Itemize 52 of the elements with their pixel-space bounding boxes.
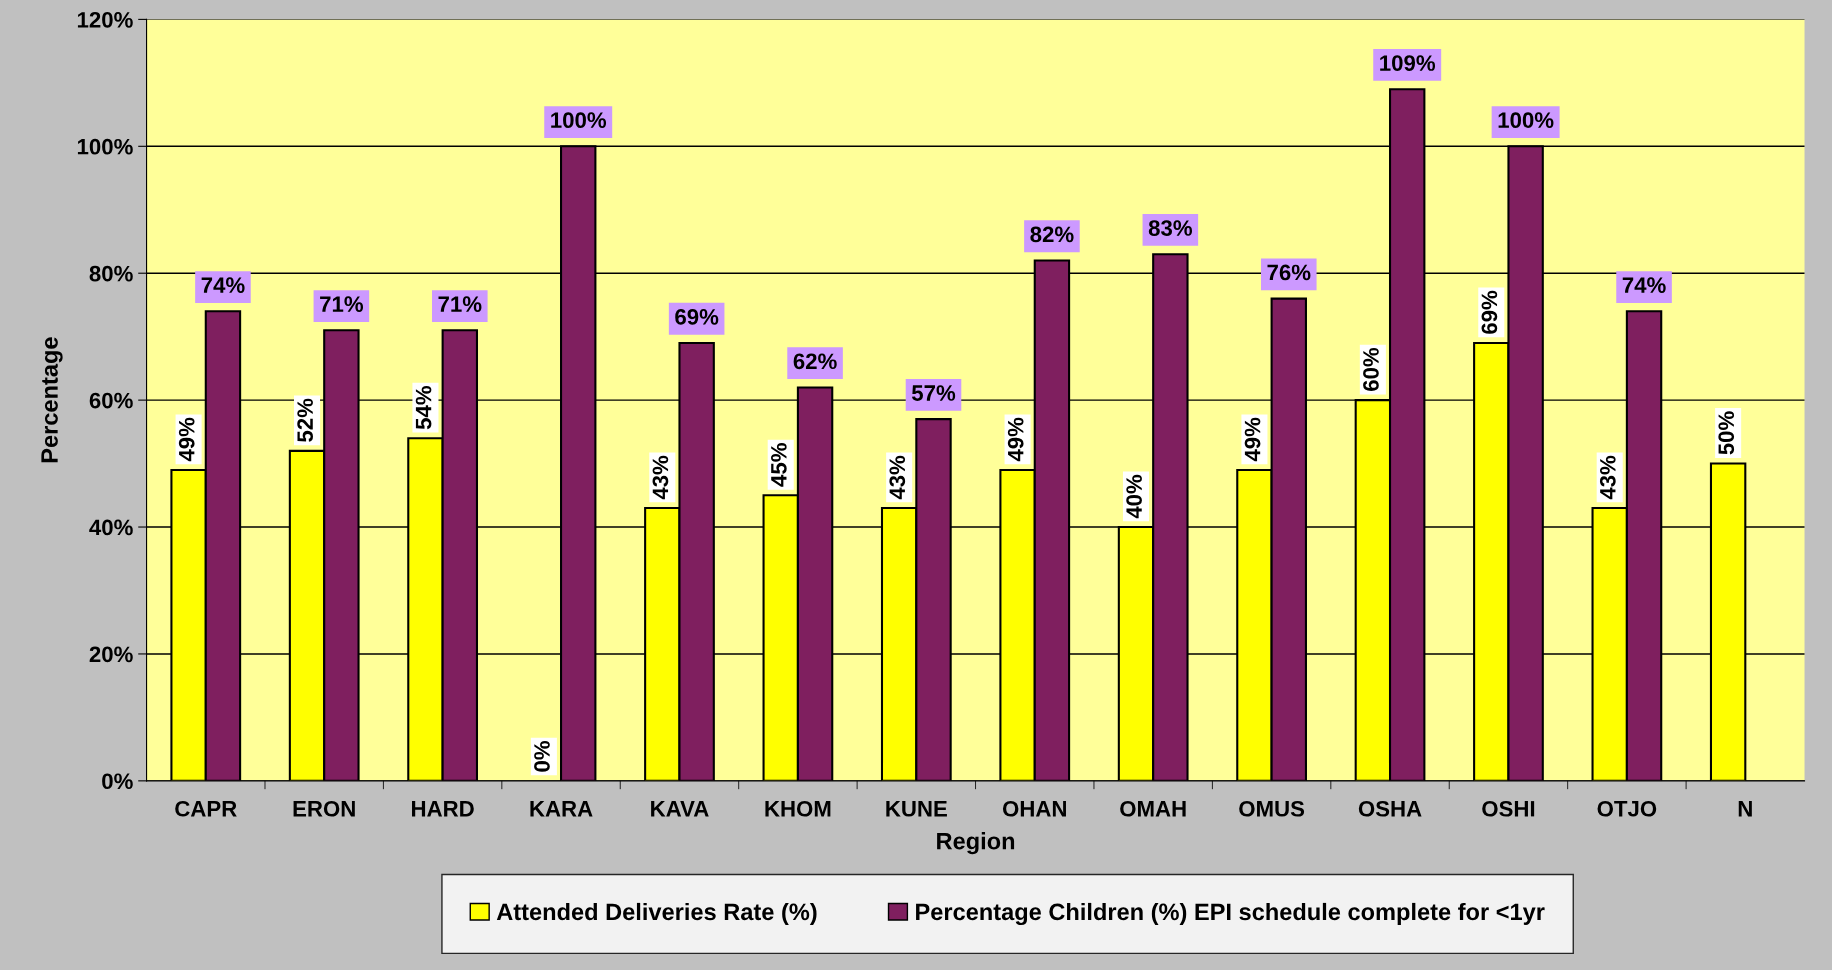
data-label: 62% — [793, 353, 837, 370]
x-tick-label: N — [1738, 801, 1752, 817]
x-tick-label: OHAN — [1002, 800, 1066, 817]
data-label: 57% — [911, 385, 956, 401]
data-label: 54% — [415, 385, 432, 430]
data-label: 43% — [1599, 455, 1616, 500]
y-tick-label: 40% — [89, 519, 133, 536]
x-tick-label: CAPR — [175, 800, 237, 817]
data-label: 69% — [1481, 290, 1498, 334]
legend-label: Percentage Children (%) EPI schedule complete for <1yr — [916, 902, 1545, 926]
y-tick-label: 20% — [89, 646, 133, 663]
data-label: 50% — [1718, 411, 1735, 455]
data-label: 60% — [1363, 347, 1379, 391]
data-label: 83% — [1148, 220, 1192, 236]
data-label: 76% — [1267, 264, 1311, 281]
x-tick-label: OMUS — [1239, 800, 1305, 817]
data-label: 74% — [1622, 277, 1666, 293]
data-label: 100% — [1498, 112, 1554, 129]
x-tick-label: KUNE — [886, 801, 947, 817]
data-label: 0% — [534, 740, 550, 772]
y-tick-label: 100% — [77, 138, 133, 155]
data-label: 82% — [1030, 226, 1074, 243]
data-label: 100% — [551, 112, 607, 129]
y-tick-label: 60% — [89, 392, 133, 409]
data-label: 69% — [675, 309, 719, 325]
y-tick-label: 0% — [102, 773, 133, 790]
legend-label: Attended Deliveries Rate (%) — [496, 902, 817, 925]
data-label: 49% — [1244, 417, 1261, 462]
data-label: 49% — [1007, 417, 1024, 462]
y-axis-title: Percentage — [41, 337, 63, 463]
y-tick-label: 120% — [77, 11, 133, 28]
x-tick-label: OMAH — [1120, 800, 1186, 817]
x-tick-label: OSHI — [1482, 800, 1535, 817]
x-tick-label: OSHA — [1358, 800, 1422, 817]
x-tick-label: KARA — [530, 801, 593, 817]
x-tick-label: OTJO — [1597, 800, 1657, 817]
data-label: 43% — [889, 455, 906, 500]
data-label: 49% — [178, 417, 195, 462]
data-label: 43% — [652, 455, 669, 500]
data-label: 71% — [438, 296, 482, 312]
data-label: 40% — [1126, 474, 1142, 519]
data-label: 74% — [201, 277, 245, 293]
x-tick-label: HARD — [412, 801, 474, 817]
x-tick-label: KAVA — [651, 801, 709, 817]
x-axis-title: Region — [937, 832, 1015, 855]
data-label: 109% — [1380, 55, 1436, 71]
y-tick-label: 80% — [89, 265, 133, 282]
data-label: 45% — [771, 443, 787, 487]
data-label: 52% — [297, 398, 313, 442]
x-tick-label: KHOM — [765, 800, 831, 817]
data-label: 71% — [320, 296, 364, 312]
x-tick-label: ERON — [293, 800, 355, 817]
